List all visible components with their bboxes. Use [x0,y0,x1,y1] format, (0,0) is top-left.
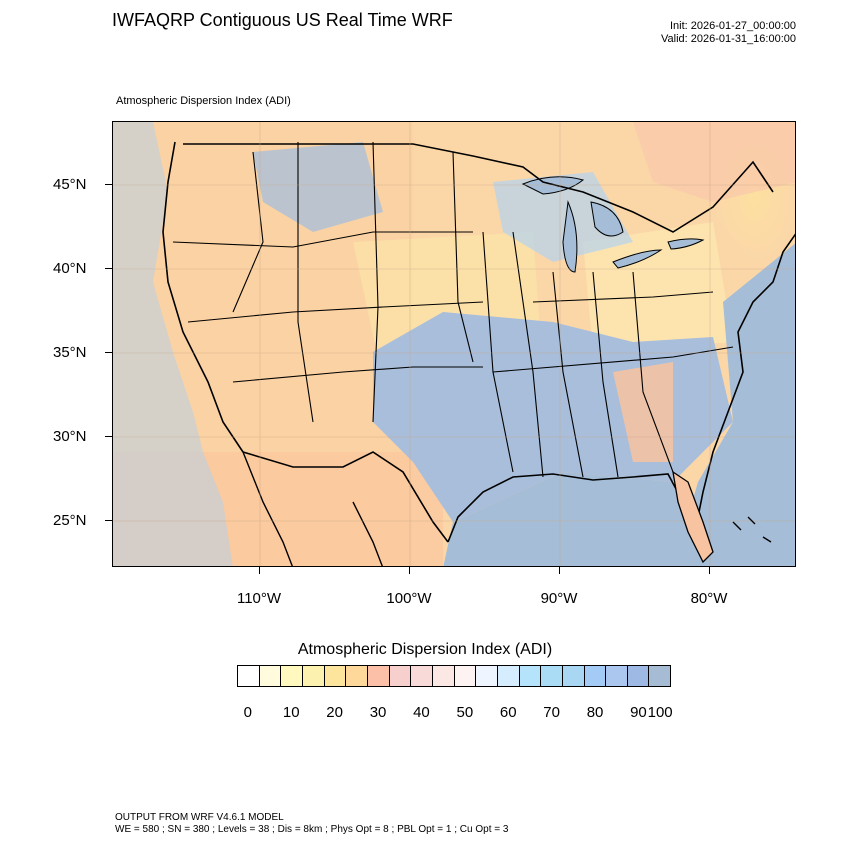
colorbar-label: 50 [456,704,474,721]
graticule [113,122,795,566]
valid-time: Valid: 2026-01-31_16:00:00 [661,33,796,45]
footer-config-line: WE = 580 ; SN = 380 ; Levels = 38 ; Dis … [115,824,509,835]
chart-title: IWFAQRP Contiguous US Real Time WRF [112,10,453,30]
northwest-blue-region [253,142,383,232]
colorbar-swatch [649,666,671,686]
lake-superior [521,176,585,195]
lake-huron [590,201,624,237]
map-subtitle: Atmospheric Dispersion Index (ADI) [116,95,291,107]
east-coast [692,233,795,543]
lat-tick [105,520,112,521]
colorbar-swatch [497,666,520,686]
lon-label-80w: 80°W [690,590,728,607]
colorbar-swatch [584,666,607,686]
colorbar-swatch [432,666,455,686]
lon-label-100w: 100°W [386,590,432,607]
colorbar-label: 30 [369,704,387,721]
colorbar-label: 80 [586,704,604,721]
lat-label-30n: 30°N [53,428,87,445]
colorbar-swatch [541,666,563,686]
bahamas [732,516,772,543]
colorbar-swatch [302,666,325,686]
lon-tick [559,567,560,574]
colorbar-swatch [346,666,368,686]
lon-tick [259,567,260,574]
colorbar-swatch [627,666,650,686]
lat-tick [105,184,112,185]
ohio-valley-yellow-region [583,222,733,352]
lat-label-40n: 40°N [53,260,87,277]
colorbar-label: 100 [647,704,673,721]
lon-label-110w: 110°W [236,590,282,607]
colorbar-label: 60 [499,704,517,721]
lake-erie [612,249,663,269]
lake-michigan [562,200,578,273]
lat-tick [105,268,112,269]
footer-model-line: OUTPUT FROM WRF V4.6.1 MODEL [115,812,284,823]
mexico-coast [352,501,383,566]
colorbar-swatch [519,666,542,686]
colorbar-title: Atmospheric Dispersion Index (ADI) [297,641,553,658]
colorbar-swatch [324,666,347,686]
init-time: Init: 2026-01-27_00:00:00 [670,20,796,32]
colorbar-swatch [454,666,477,686]
lon-label-90w: 90°W [540,590,578,607]
lat-label-25n: 25°N [53,512,87,529]
lon-tick [409,567,410,574]
florida [672,470,714,564]
lake-ontario [667,238,705,250]
colorbar-swatch [367,666,390,686]
colorbar-swatch [476,666,498,686]
great-lakes-blue-region [493,172,633,262]
lat-label-35n: 35°N [53,344,87,361]
lat-label-45n: 45°N [53,176,87,193]
colorbar-label: 90 [630,704,647,721]
lat-tick [105,352,112,353]
state-boundaries [172,141,734,478]
baja-coast [242,451,293,566]
colorbar-label: 40 [413,704,430,721]
west-coast [162,141,244,453]
colorbar-swatch [411,666,433,686]
colorbar-label: 70 [543,704,560,721]
lat-tick [105,436,112,437]
colorbar-swatch [238,666,260,686]
colorbar-label: 0 [243,704,253,721]
map-panel [112,121,796,567]
pacific-ocean [113,122,233,566]
canada-east-land [633,122,795,202]
gulf-of-mexico [443,472,698,566]
colorbar [237,665,671,687]
colorbar-swatch [281,666,303,686]
colorbar-label: 20 [326,704,343,721]
us-mexico-border [242,451,449,543]
colorbar-swatch [606,666,628,686]
lon-tick [709,567,710,574]
colorbar-label: 10 [282,704,300,721]
south-central-blue-region [373,312,733,522]
colorbar-swatch [389,666,412,686]
colorbar-swatch [259,666,282,686]
map-drawing [113,122,795,566]
colorbar-swatch [562,666,585,686]
